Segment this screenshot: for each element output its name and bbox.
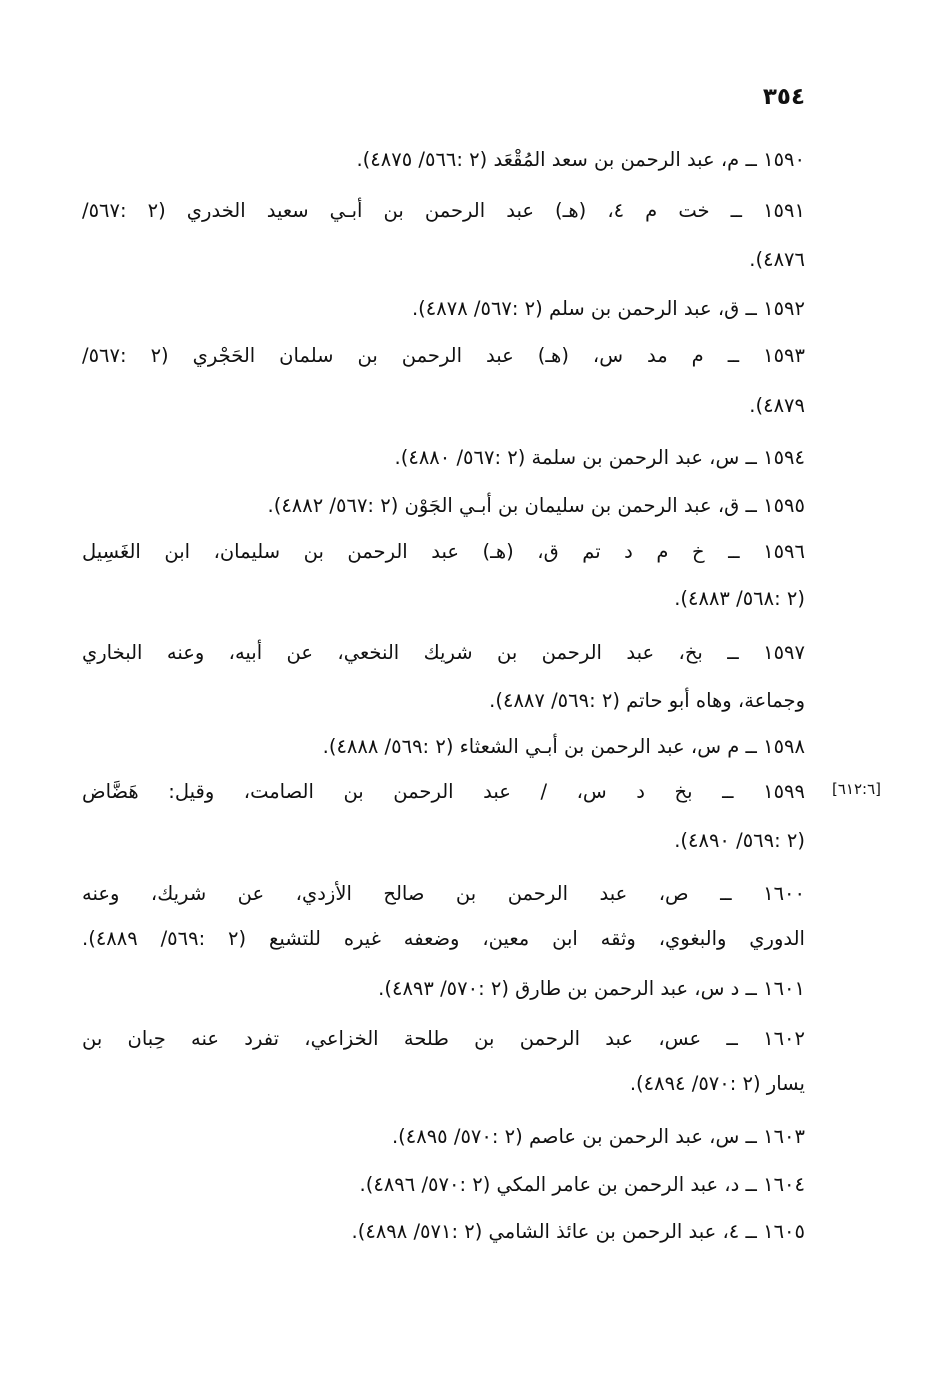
entry-line: ١٦٠٥ ــ ٤، عبد الرحمن بن عائذ الشامي (٢ … [351, 1220, 805, 1243]
entry-line: ١٥٩٠ ــ م، عبد الرحمن بن سعد المُقْعَد (… [356, 148, 805, 171]
entry-line: ١٥٩٨ ــ م س، عبد الرحمن بن أبـي الشعثاء … [322, 735, 805, 758]
entry-line: وجماعة، وهاه أبو حاتم (٢ :٥٦٩/ ٤٨٨٧). [489, 689, 805, 712]
entry-line: ١٦٠٢ ــ عس، عبد الرحمن بن طلحة الخزاعي، … [82, 1027, 805, 1050]
entry-line: (٢ :٥٦٨/ ٤٨٨٣). [674, 587, 805, 610]
entry-line: ١٦٠٤ ــ د، عبد الرحمن بن عامر المكي (٢ :… [359, 1173, 805, 1196]
margin-note: [٦١٢:٦] [832, 780, 881, 798]
entry-line: ١٦٠٣ ــ س، عبد الرحمن بن عاصم (٢ :٥٧٠/ ٤… [391, 1125, 805, 1148]
entry-line: ١٥٩٥ ــ ق، عبد الرحمن بن سليمان بن أبـي … [267, 494, 806, 517]
entry-line: ١٥٩٧ ــ بخ، عبد الرحمن بن شريك النخعي، ع… [82, 641, 805, 664]
entry-line: ١٥٩٣ ــ م مد س، (هـ) عبد الرحمن بن سلمان… [82, 344, 805, 367]
entry-line: ١٥٩١ ــ خت م ٤، (هـ) عبد الرحمن بن أبـي … [82, 199, 805, 222]
entry-line: ١٦٠٠ ــ ص، عبد الرحمن بن صالح الأزدي، عن… [82, 882, 805, 905]
entry-line: ١٥٩٤ ــ س، عبد الرحمن بن سلمة (٢ :٥٦٧/ ٤… [394, 446, 805, 469]
entry-line: ٤٨٧٩). [749, 394, 805, 417]
entry-line: ٤٨٧٦). [749, 248, 805, 271]
entry-line: (٢ :٥٦٩/ ٤٨٩٠). [674, 829, 805, 852]
page-number: ٣٥٤ [762, 84, 805, 110]
entry-line: ١٥٩٦ ــ خ م د تم ق، (هـ) عبد الرحمن بن س… [82, 540, 805, 563]
entry-line: يسار (٢ :٥٧٠/ ٤٨٩٤). [629, 1072, 805, 1095]
entry-line: ١٦٠١ ــ د س، عبد الرحمن بن طارق (٢ :٥٧٠/… [378, 977, 805, 1000]
entry-line: الدوري والبغوي، وثقه ابن معين، وضعفه غير… [82, 927, 805, 950]
entry-line: ١٥٩٩ ــ بخ د س، / عبد الرحمن بن الصامت، … [82, 780, 805, 803]
entry-line: ١٥٩٢ ــ ق، عبد الرحمن بن سلم (٢ :٥٦٧/ ٤٨… [411, 297, 805, 320]
